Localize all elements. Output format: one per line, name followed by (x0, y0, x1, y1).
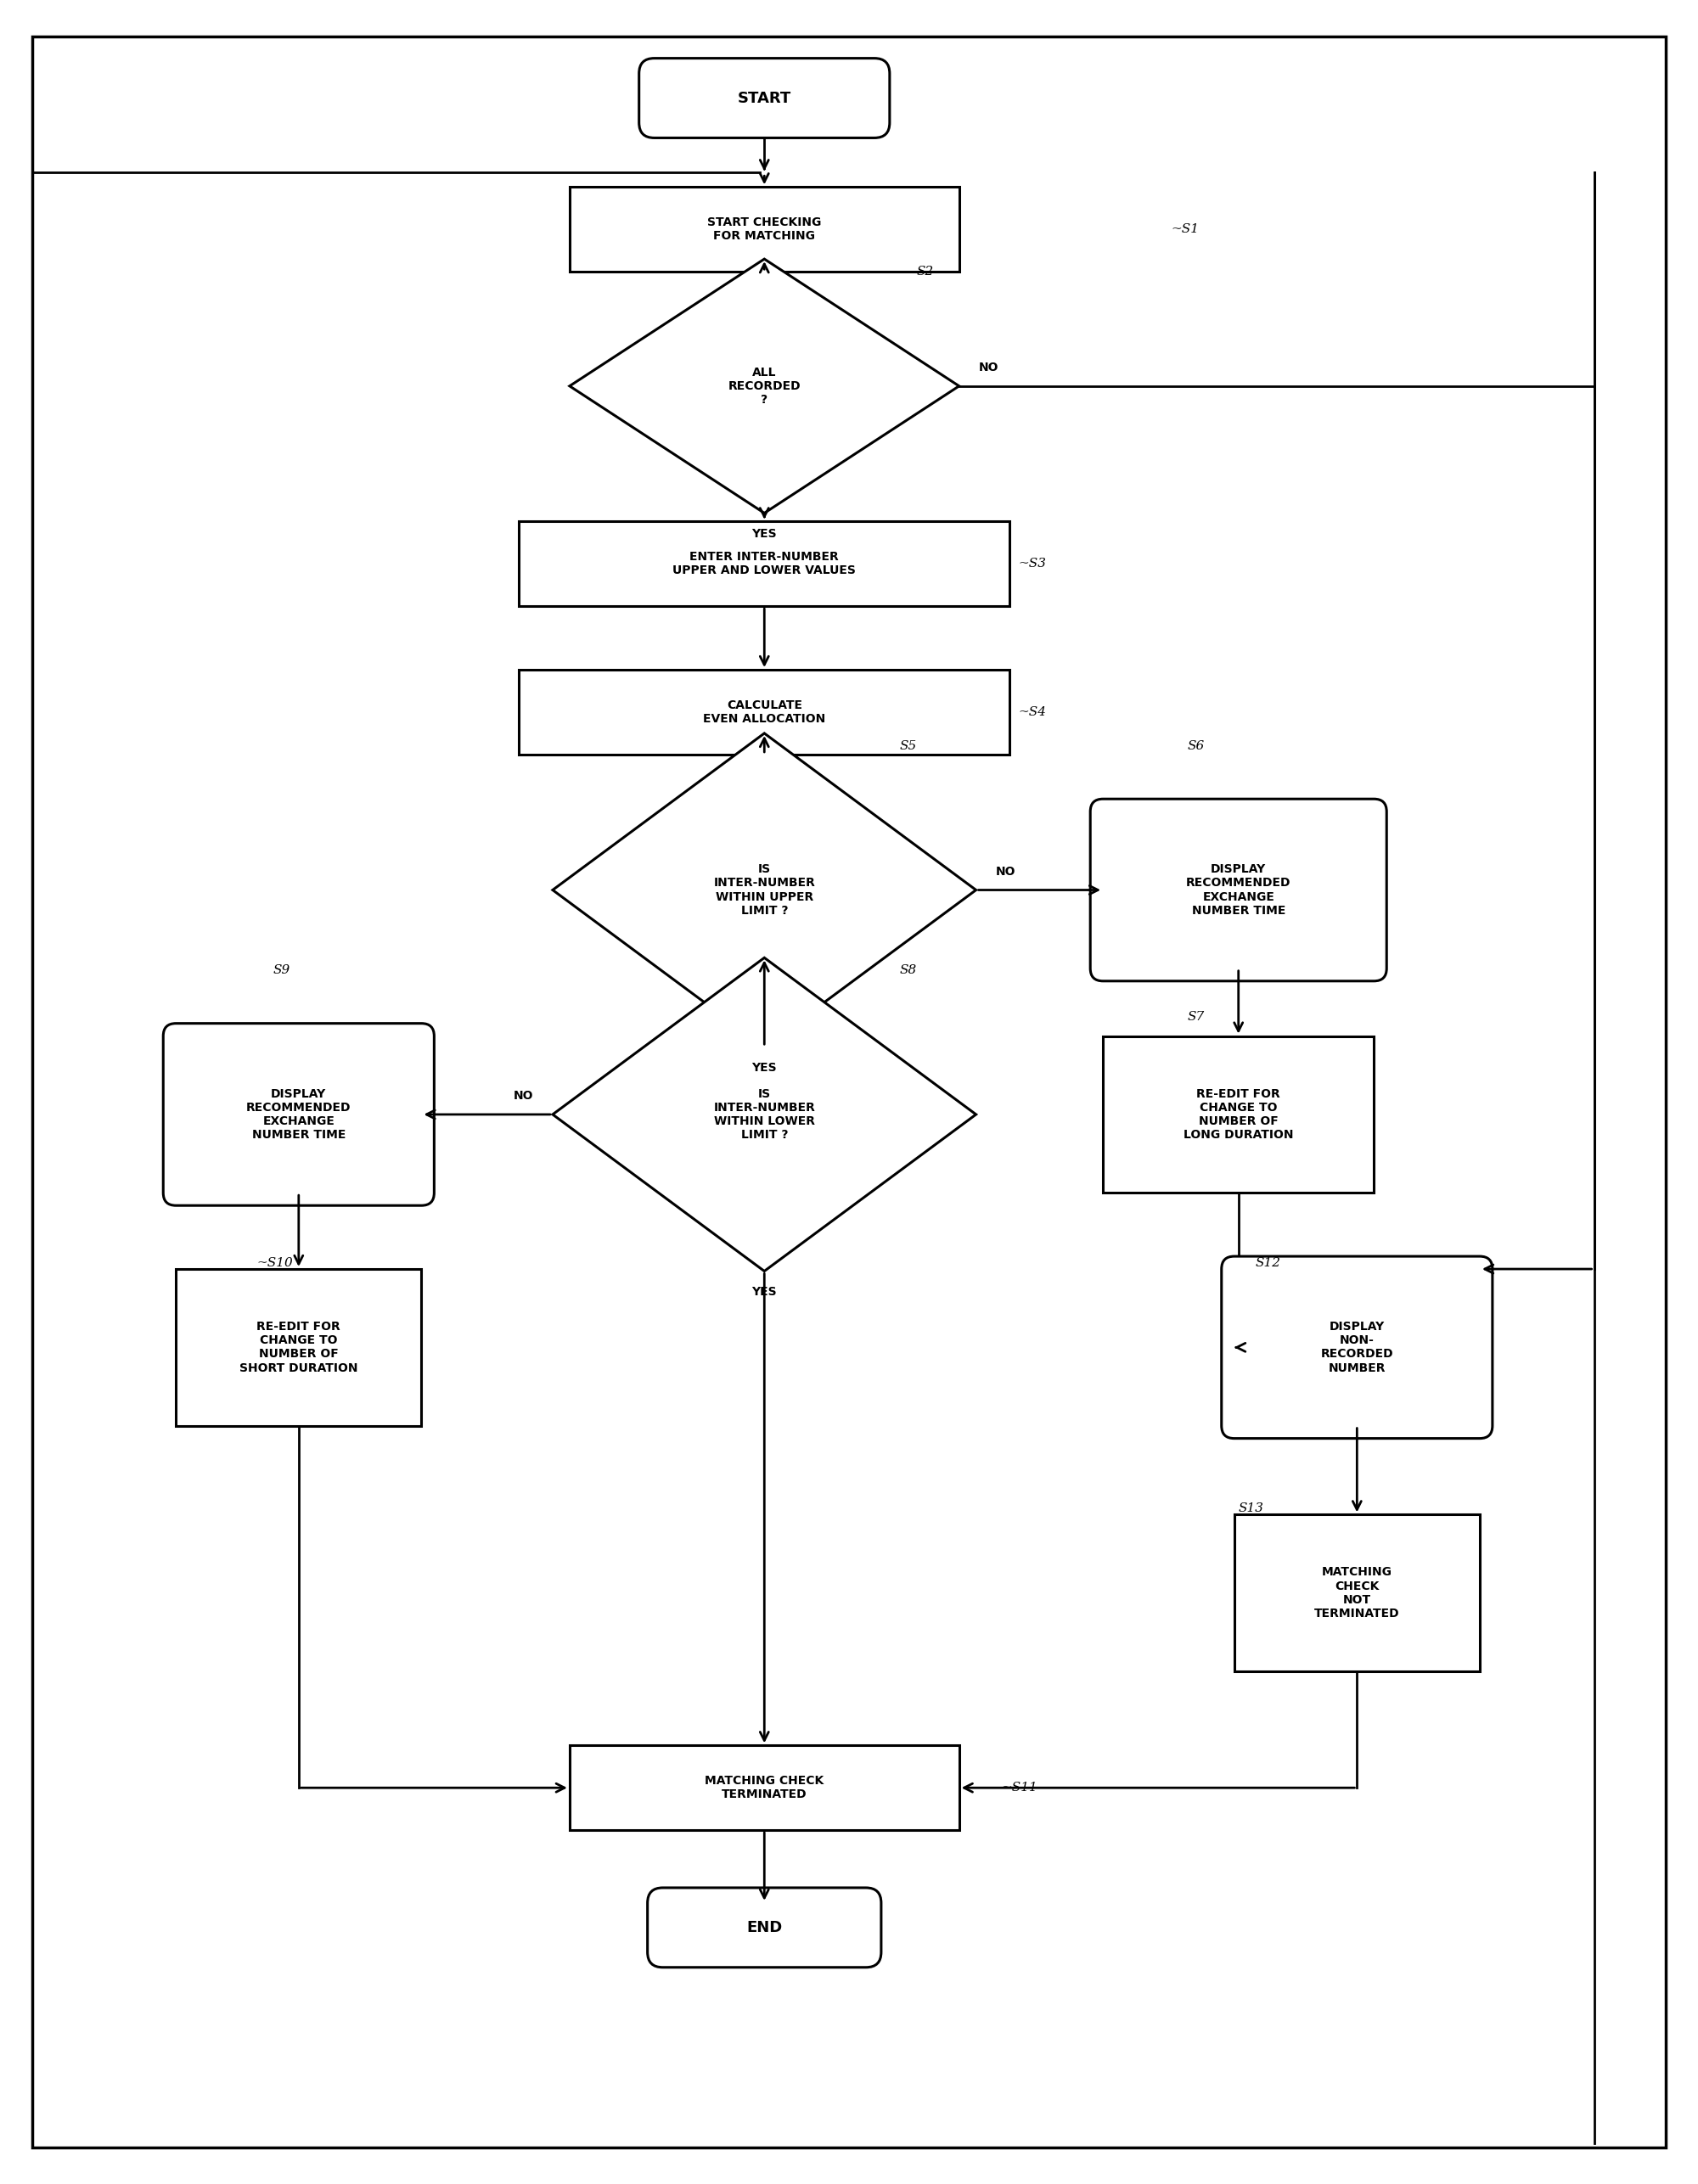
FancyBboxPatch shape (1090, 799, 1387, 981)
Text: CALCULATE
EVEN ALLOCATION: CALCULATE EVEN ALLOCATION (703, 699, 825, 725)
Text: ~S3: ~S3 (1019, 557, 1046, 570)
Bar (569, 1745, 959, 1830)
Polygon shape (552, 959, 976, 1271)
Text: S8: S8 (900, 965, 917, 976)
Text: NO: NO (995, 865, 1015, 878)
Polygon shape (552, 734, 976, 1046)
Bar (177, 1269, 421, 1426)
Text: IS
INTER-NUMBER
WITHIN UPPER
LIMIT ?: IS INTER-NUMBER WITHIN UPPER LIMIT ? (713, 863, 815, 917)
Text: NO: NO (513, 1090, 533, 1101)
Text: ~S10: ~S10 (256, 1256, 292, 1269)
Text: RE-EDIT FOR
CHANGE TO
NUMBER OF
SHORT DURATION: RE-EDIT FOR CHANGE TO NUMBER OF SHORT DU… (239, 1321, 358, 1374)
Text: S12: S12 (1255, 1256, 1280, 1269)
Text: S9: S9 (273, 965, 290, 976)
Text: S13: S13 (1238, 1503, 1263, 1514)
Text: S5: S5 (900, 740, 917, 751)
Text: MATCHING
CHECK
NOT
TERMINATED: MATCHING CHECK NOT TERMINATED (1314, 1566, 1399, 1621)
Text: END: END (747, 1920, 783, 1935)
Text: DISPLAY
RECOMMENDED
EXCHANGE
NUMBER TIME: DISPLAY RECOMMENDED EXCHANGE NUMBER TIME (246, 1088, 351, 1140)
Text: ~S11: ~S11 (1002, 1782, 1037, 1793)
Text: S2: S2 (917, 266, 934, 277)
FancyBboxPatch shape (638, 59, 890, 138)
Text: ENTER INTER-NUMBER
UPPER AND LOWER VALUES: ENTER INTER-NUMBER UPPER AND LOWER VALUE… (672, 550, 856, 577)
Bar (1104, 1035, 1374, 1192)
FancyBboxPatch shape (1221, 1256, 1493, 1439)
Text: MATCHING CHECK
TERMINATED: MATCHING CHECK TERMINATED (705, 1776, 824, 1800)
FancyBboxPatch shape (647, 1887, 881, 1968)
Text: YES: YES (752, 1061, 778, 1075)
Bar (520, 522, 1010, 607)
Text: ~S1: ~S1 (1170, 223, 1199, 236)
Text: RE-EDIT FOR
CHANGE TO
NUMBER OF
LONG DURATION: RE-EDIT FOR CHANGE TO NUMBER OF LONG DUR… (1184, 1088, 1294, 1140)
Text: S6: S6 (1187, 740, 1206, 751)
Text: START: START (737, 90, 791, 105)
Text: DISPLAY
RECOMMENDED
EXCHANGE
NUMBER TIME: DISPLAY RECOMMENDED EXCHANGE NUMBER TIME (1185, 863, 1290, 917)
Text: S7: S7 (1187, 1011, 1206, 1022)
Text: YES: YES (752, 529, 778, 539)
Text: DISPLAY
NON-
RECORDED
NUMBER: DISPLAY NON- RECORDED NUMBER (1321, 1321, 1394, 1374)
Text: ~S4: ~S4 (1019, 705, 1046, 719)
Polygon shape (569, 260, 959, 513)
Bar (569, 188, 959, 271)
Bar (1234, 1516, 1479, 1671)
Text: START CHECKING
FOR MATCHING: START CHECKING FOR MATCHING (708, 216, 822, 242)
Text: ALL
RECORDED
?: ALL RECORDED ? (728, 367, 801, 406)
Text: NO: NO (978, 363, 998, 373)
Bar (520, 670, 1010, 753)
Text: YES: YES (752, 1286, 778, 1297)
Text: IS
INTER-NUMBER
WITHIN LOWER
LIMIT ?: IS INTER-NUMBER WITHIN LOWER LIMIT ? (713, 1088, 815, 1140)
FancyBboxPatch shape (163, 1024, 435, 1206)
